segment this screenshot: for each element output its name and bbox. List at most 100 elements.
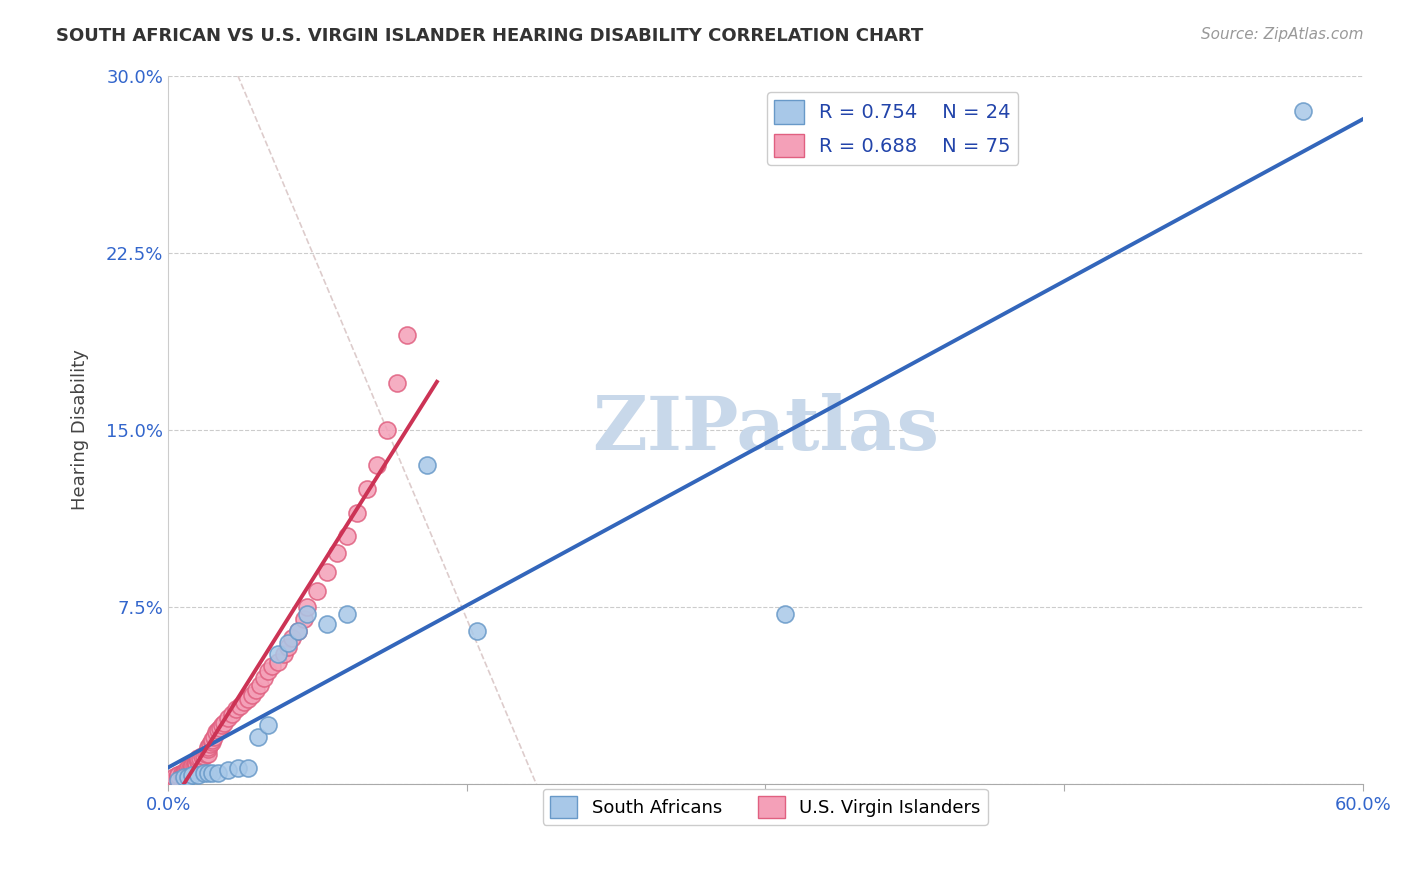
Point bbox=[191, 749, 214, 764]
Point bbox=[256, 664, 278, 678]
Point bbox=[167, 770, 190, 784]
Point bbox=[465, 624, 488, 638]
Point bbox=[316, 565, 339, 579]
Text: Source: ZipAtlas.com: Source: ZipAtlas.com bbox=[1201, 27, 1364, 42]
Point bbox=[336, 607, 359, 622]
Point bbox=[246, 730, 269, 744]
Point bbox=[179, 764, 201, 778]
Point bbox=[232, 695, 254, 709]
Point bbox=[208, 721, 231, 735]
Point bbox=[245, 682, 267, 697]
Point bbox=[217, 764, 239, 778]
Point bbox=[193, 749, 215, 764]
Point bbox=[366, 458, 388, 473]
Point bbox=[187, 751, 209, 765]
Text: ZIPatlas: ZIPatlas bbox=[592, 393, 939, 467]
Point bbox=[292, 612, 315, 626]
Point bbox=[236, 761, 259, 775]
Point bbox=[201, 765, 224, 780]
Point bbox=[174, 765, 197, 780]
Point bbox=[181, 758, 204, 772]
Point bbox=[287, 624, 309, 638]
Point bbox=[266, 655, 288, 669]
Point bbox=[188, 751, 211, 765]
Point bbox=[179, 761, 201, 775]
Point bbox=[201, 735, 224, 749]
Point bbox=[177, 764, 200, 778]
Point bbox=[167, 768, 190, 782]
Point bbox=[197, 765, 219, 780]
Y-axis label: Hearing Disability: Hearing Disability bbox=[72, 350, 89, 510]
Point bbox=[316, 616, 339, 631]
Point bbox=[173, 770, 195, 784]
Point bbox=[193, 765, 215, 780]
Point bbox=[221, 706, 243, 721]
Point bbox=[253, 671, 276, 685]
Point bbox=[266, 648, 288, 662]
Point bbox=[181, 761, 204, 775]
Point bbox=[177, 770, 200, 784]
Point bbox=[277, 635, 299, 649]
Text: SOUTH AFRICAN VS U.S. VIRGIN ISLANDER HEARING DISABILITY CORRELATION CHART: SOUTH AFRICAN VS U.S. VIRGIN ISLANDER HE… bbox=[56, 27, 924, 45]
Point bbox=[172, 765, 194, 780]
Point bbox=[184, 758, 207, 772]
Point bbox=[177, 761, 200, 775]
Point bbox=[297, 600, 319, 615]
Point bbox=[273, 648, 295, 662]
Point bbox=[226, 761, 249, 775]
Point bbox=[197, 739, 219, 754]
Point bbox=[173, 765, 195, 780]
Point bbox=[194, 747, 217, 761]
Point bbox=[217, 711, 239, 725]
Point bbox=[187, 754, 209, 768]
Point bbox=[187, 768, 209, 782]
Point bbox=[207, 765, 229, 780]
Point bbox=[396, 328, 419, 343]
Point bbox=[198, 737, 221, 751]
Point bbox=[202, 730, 225, 744]
Point bbox=[197, 742, 219, 756]
Point bbox=[229, 699, 252, 714]
Point bbox=[356, 482, 378, 496]
Point bbox=[173, 765, 195, 780]
Point bbox=[256, 718, 278, 732]
Point bbox=[287, 624, 309, 638]
Point bbox=[184, 756, 207, 771]
Point bbox=[172, 768, 194, 782]
Point bbox=[375, 423, 398, 437]
Point bbox=[173, 765, 195, 780]
Point bbox=[249, 678, 271, 692]
Point bbox=[163, 772, 186, 787]
Point bbox=[385, 376, 408, 390]
Point bbox=[167, 768, 190, 782]
Point bbox=[225, 702, 247, 716]
Point bbox=[416, 458, 439, 473]
Point bbox=[336, 529, 359, 543]
Point bbox=[205, 725, 228, 739]
Point bbox=[201, 732, 224, 747]
Point bbox=[184, 756, 207, 771]
Point bbox=[1292, 103, 1315, 118]
Point bbox=[183, 758, 205, 772]
Point bbox=[181, 768, 204, 782]
Point bbox=[181, 761, 204, 775]
Point bbox=[207, 723, 229, 737]
Point bbox=[280, 631, 302, 645]
Point bbox=[346, 506, 368, 520]
Point bbox=[177, 765, 200, 780]
Point bbox=[326, 546, 349, 560]
Point bbox=[197, 747, 219, 761]
Point bbox=[177, 764, 200, 778]
Point bbox=[297, 607, 319, 622]
Point bbox=[174, 764, 197, 778]
Point bbox=[163, 770, 186, 784]
Point bbox=[173, 765, 195, 780]
Point bbox=[236, 692, 259, 706]
Point bbox=[167, 770, 190, 784]
Point bbox=[187, 754, 209, 768]
Point bbox=[167, 772, 190, 787]
Point bbox=[775, 607, 797, 622]
Point bbox=[260, 659, 283, 673]
Point bbox=[240, 688, 263, 702]
Point bbox=[277, 640, 299, 655]
